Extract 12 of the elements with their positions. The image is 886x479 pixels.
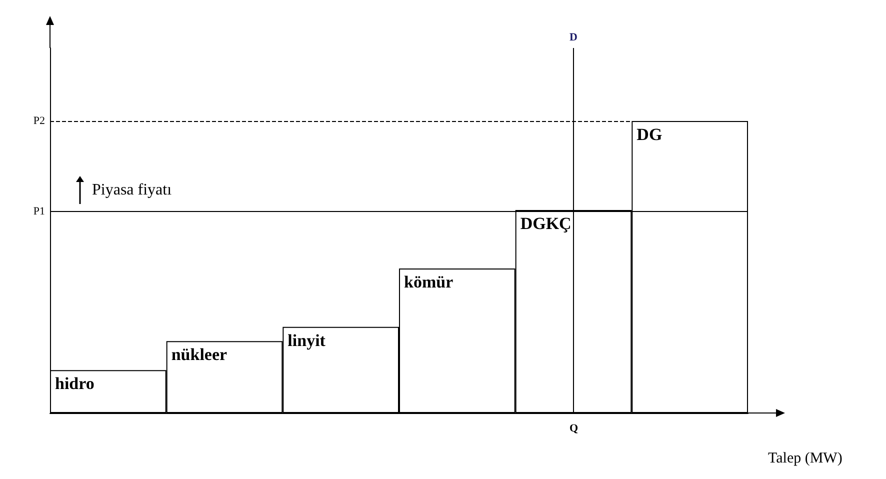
- x-tick-label: DGKÇ: [520, 214, 572, 234]
- x-axis-title: Talep (MW): [768, 450, 842, 466]
- x-tick-label: kömür: [404, 272, 454, 292]
- text: Q: [570, 422, 578, 434]
- x-tick-label: linyit: [288, 330, 326, 350]
- ref-line-label: P1: [33, 206, 45, 218]
- ref-line-label: D: [570, 32, 578, 44]
- x-tick-label: DG: [636, 125, 662, 144]
- x-tick-label: hidro: [55, 374, 94, 394]
- ref-line-label: P2: [33, 115, 45, 127]
- x-tick-label: nükleer: [171, 345, 228, 364]
- annotation: Piyasa fiyatı: [92, 182, 172, 198]
